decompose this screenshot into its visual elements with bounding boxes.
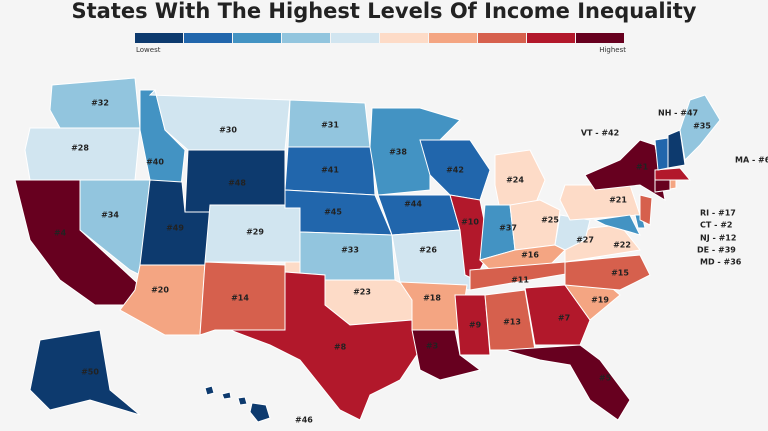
state-label: #49 [166,224,184,233]
state-label: #44 [404,200,422,209]
state-label: #29 [246,228,264,237]
state [524,284,591,346]
state-label: #14 [231,294,249,303]
state [249,402,271,423]
legend-swatch [331,33,379,43]
legend [135,33,624,43]
state-label: #32 [91,99,109,108]
legend-swatch [233,33,281,43]
state [454,294,491,356]
state-label: #28 [71,144,89,153]
state-label: #38 [389,148,407,157]
state-label: #8 [334,343,347,352]
labels: #32 #28 #4 #34 #40 #30 #48 #49 #29 #20 #14 #31 #41 #4… [54,99,768,425]
state [639,194,653,226]
state [79,179,151,276]
states [14,77,721,423]
state [667,129,686,169]
state-label: #11 [511,276,529,285]
state-label: #13 [503,318,521,327]
legend-swatch [478,33,526,43]
state [654,167,692,181]
state-label: #7 [558,314,570,323]
state-label: #48 [228,179,246,188]
state [554,214,591,251]
state-label: #31 [321,121,339,130]
state-label: #10 [461,218,479,227]
legend-swatch [282,33,330,43]
state-label: #5 [599,374,612,383]
state-label: #46 [295,416,313,425]
state-label: VT - #42 [581,129,619,138]
legend-swatch [380,33,428,43]
state [237,396,248,406]
state-label: #3 [426,342,438,351]
state [504,344,631,421]
state-label: MD - #36 [700,258,742,267]
legend-swatch [576,33,624,43]
state-label: #30 [219,126,237,135]
state-label: NH - #47 [658,109,698,118]
state-label: CT - #2 [700,221,733,230]
state-label: #40 [146,158,164,167]
state [559,184,641,221]
state-label: #26 [419,246,437,255]
state-label: #4 [54,229,67,238]
state-label: #50 [81,368,99,377]
state [509,199,561,251]
state [593,214,641,236]
state [669,179,677,190]
state-label: #1 [636,163,649,172]
state-label: #41 [321,166,339,175]
state-label: #35 [693,122,711,131]
legend-swatch [429,33,477,43]
state-label: #24 [506,176,524,185]
state-label: #22 [613,241,631,250]
state-label: NJ - #12 [700,234,736,243]
legend-high: Highest [599,46,626,54]
state [679,94,721,162]
state-label: #27 [576,236,594,245]
state [411,329,482,381]
state-label: #37 [499,224,517,233]
state [24,127,141,181]
state-label: #21 [609,196,627,205]
state-label: #42 [446,166,464,175]
legend-swatch [184,33,232,43]
state-label: #33 [341,246,359,255]
state-label: #9 [469,321,482,330]
title: States With The Highest Levels Of Income… [72,0,697,23]
legend-low: Lowest [136,46,161,54]
state-label: #34 [101,211,119,220]
state [29,329,141,416]
legend-swatch [527,33,575,43]
state [204,385,215,396]
state [229,271,421,421]
state [119,264,206,336]
state-label: MA - #6 [735,156,768,165]
state-label: #15 [611,269,629,278]
state-label: RI - #17 [700,209,736,218]
state-label: #19 [591,296,609,305]
state-label: #25 [541,216,559,225]
state-label: #16 [521,251,539,260]
state [221,391,232,400]
state-label: DE - #39 [697,246,736,255]
state [564,254,651,291]
state-label: #20 [151,286,169,295]
legend-swatch [135,33,183,43]
state [654,179,671,193]
state [299,231,396,281]
state-label: #45 [324,208,342,217]
state-label: #18 [423,294,441,303]
state-label: #23 [353,288,371,297]
